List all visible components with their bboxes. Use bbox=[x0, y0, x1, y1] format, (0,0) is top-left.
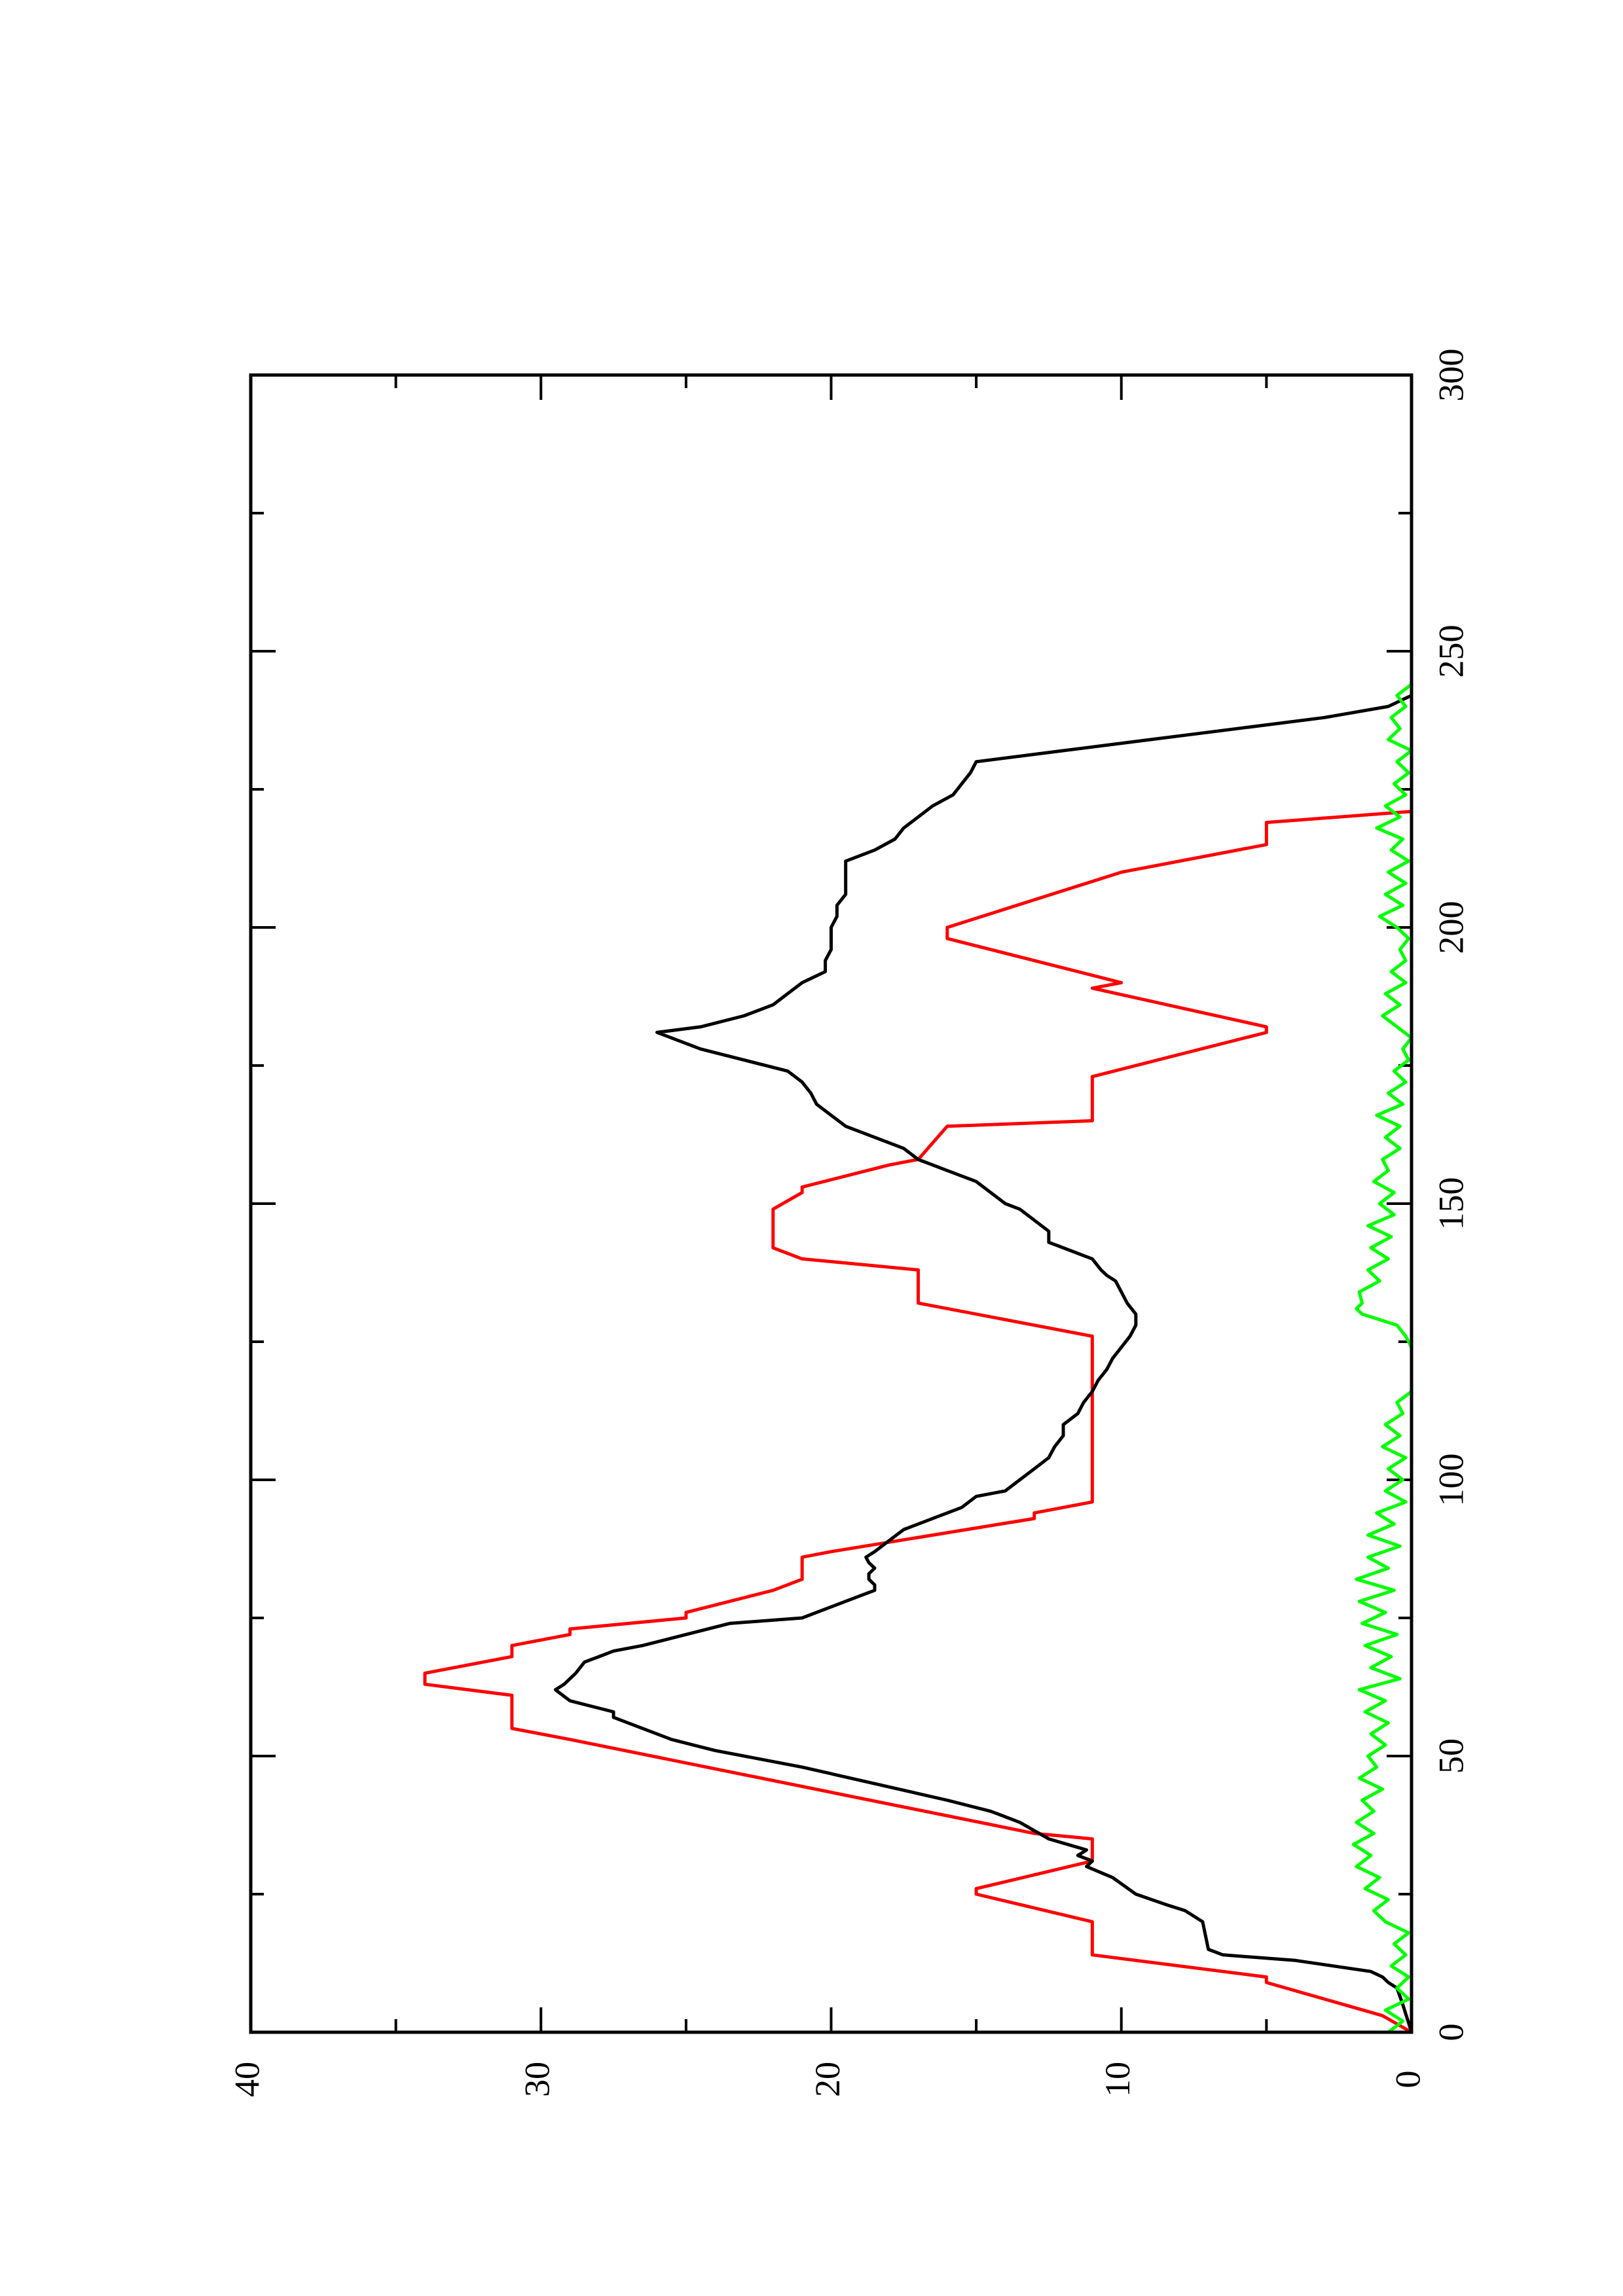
series-line-2 bbox=[553, 694, 1413, 2033]
y-tick-label: 40 bbox=[227, 2062, 266, 2097]
x-tick-label: 0 bbox=[1431, 2024, 1470, 2041]
y-tick-label: 20 bbox=[808, 2062, 847, 2097]
y-tick-label: 30 bbox=[518, 2062, 557, 2097]
x-tick-label: 200 bbox=[1431, 901, 1470, 954]
plot-frame bbox=[249, 373, 1413, 2034]
x-tick-label: 250 bbox=[1431, 625, 1470, 678]
y-tick-label: 0 bbox=[1388, 2071, 1427, 2089]
series-line-1 bbox=[423, 810, 1413, 2034]
plot-series bbox=[423, 683, 1413, 2034]
y-tick-label: 10 bbox=[1098, 2062, 1137, 2097]
x-tick-label: 300 bbox=[1431, 349, 1470, 402]
tick-labels: 0 50 100 150 200 250 300 0 10 20 30 40 bbox=[227, 349, 1470, 2098]
x-tick-label: 100 bbox=[1431, 1454, 1470, 1507]
x-tick-label: 50 bbox=[1431, 1738, 1470, 1774]
series-line-3 bbox=[1351, 683, 1413, 2034]
x-tick-label: 150 bbox=[1431, 1177, 1470, 1230]
